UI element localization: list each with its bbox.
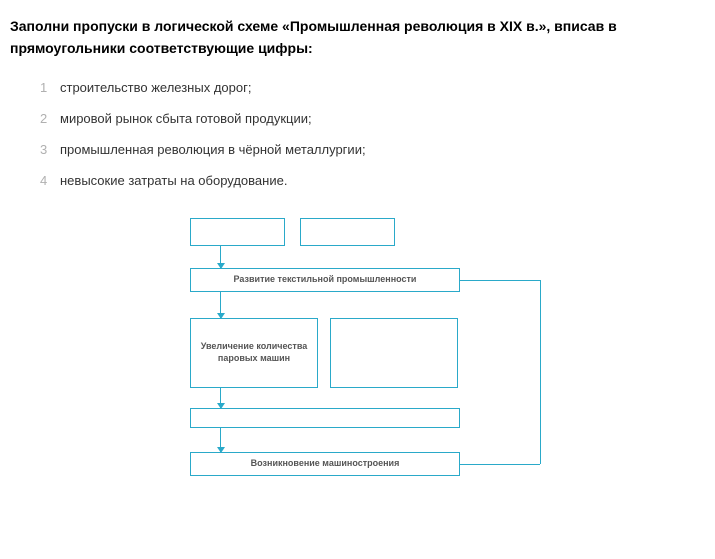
option-row: 4 невысокие затраты на оборудование.: [40, 173, 705, 188]
options-list: 1 строительство железных дорог; 2 мирово…: [40, 80, 705, 188]
option-row: 3 промышленная революция в чёрной металл…: [40, 142, 705, 157]
arrow-down: [220, 292, 221, 318]
option-text: мировой рынок сбыта готовой продукции;: [60, 111, 312, 126]
title-line-1: Заполни пропуски в логической схеме «Про…: [10, 18, 617, 34]
option-number: 1: [40, 80, 60, 95]
flow-box-steam: Увеличение количества паровых машин: [190, 318, 318, 388]
connector-line: [540, 280, 541, 464]
option-number: 4: [40, 173, 60, 188]
flow-box-machine: Возникновение машиностроения: [190, 452, 460, 476]
arrow-down: [220, 428, 221, 452]
option-number: 2: [40, 111, 60, 126]
option-row: 1 строительство железных дорог;: [40, 80, 705, 95]
flow-box-textile: Развитие текстильной промышленности: [190, 268, 460, 292]
option-text: промышленная революция в чёрной металлур…: [60, 142, 366, 157]
flowchart-diagram: Развитие текстильной промышленности Увел…: [170, 218, 590, 488]
connector-line: [460, 464, 540, 465]
arrow-down: [220, 246, 221, 268]
option-text: строительство железных дорог;: [60, 80, 251, 95]
option-text: невысокие затраты на оборудование.: [60, 173, 287, 188]
task-title: Заполни пропуски в логической схеме «Про…: [10, 15, 705, 60]
option-number: 3: [40, 142, 60, 157]
flow-box-empty-1[interactable]: [190, 218, 285, 246]
option-row: 2 мировой рынок сбыта готовой продукции;: [40, 111, 705, 126]
flow-box-empty-2[interactable]: [300, 218, 395, 246]
flow-box-empty-4[interactable]: [190, 408, 460, 428]
arrow-down: [220, 388, 221, 408]
title-line-2: прямоугольники соответствующие цифры:: [10, 40, 313, 56]
connector-line: [460, 280, 540, 281]
flow-box-empty-3[interactable]: [330, 318, 458, 388]
